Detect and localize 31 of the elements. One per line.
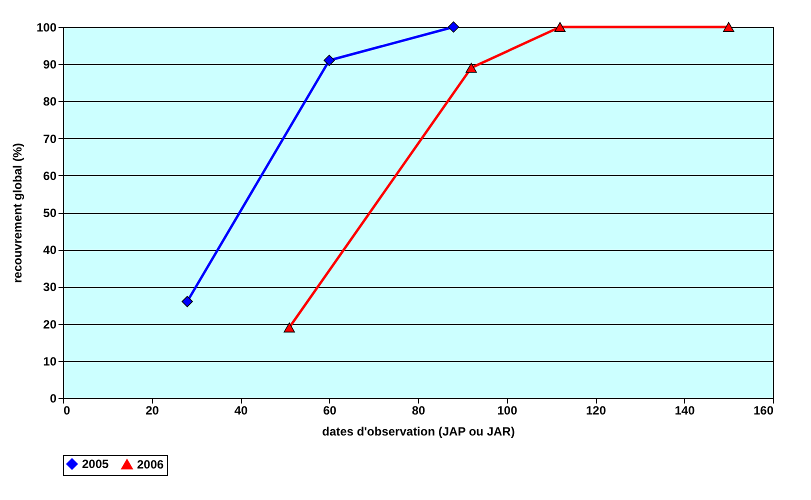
- x-tick-label: 160: [753, 404, 774, 418]
- x-tick-label: 100: [497, 404, 518, 418]
- y-tick-label: 0: [50, 392, 57, 406]
- y-tick-label: 80: [43, 94, 57, 109]
- y-tick-label: 20: [43, 317, 57, 332]
- x-tick-label: 40: [234, 404, 248, 418]
- point: [284, 322, 295, 332]
- y-tick-label: 10: [43, 354, 57, 368]
- legend-label: 2005: [82, 457, 110, 471]
- y-tick-label: 100: [36, 20, 57, 34]
- x-tick-label: 80: [412, 404, 426, 418]
- point: [182, 296, 193, 308]
- x-tick-label: 140: [674, 404, 696, 418]
- point: [448, 21, 460, 33]
- point: [722, 22, 734, 32]
- x-axis-title: dates d'observation (JAP ou JAR): [322, 424, 515, 438]
- y-tick-label: 40: [43, 243, 57, 258]
- y-tick-label: 90: [43, 58, 57, 72]
- x-tick-label: 120: [586, 404, 606, 418]
- point: [554, 22, 566, 32]
- point: [466, 62, 477, 73]
- x-tick-label: 20: [146, 404, 160, 418]
- x-tick-label: 0: [64, 404, 70, 418]
- legend-label: 2006: [137, 457, 164, 472]
- point: [324, 54, 335, 66]
- y-tick-label: 50: [43, 206, 57, 220]
- y-axis-title: recouvrement global (%): [10, 142, 24, 284]
- y-tick-label: 70: [43, 132, 57, 146]
- y-tick-label: 60: [43, 168, 57, 183]
- x-tick-label: 60: [323, 404, 337, 418]
- y-tick-label: 30: [43, 280, 57, 294]
